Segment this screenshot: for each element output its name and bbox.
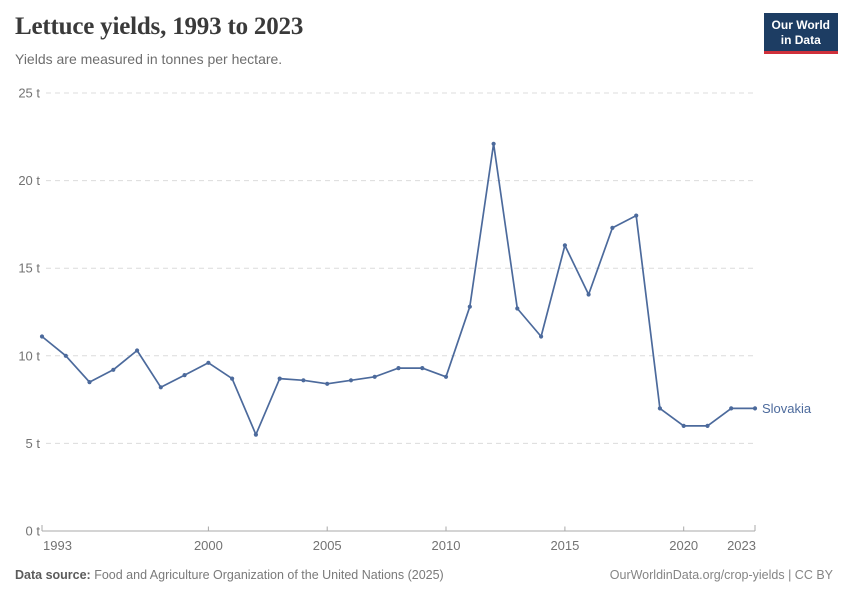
- data-point-marker[interactable]: [491, 141, 496, 146]
- data-point-marker[interactable]: [562, 243, 568, 248]
- y-axis-tick-label: 20 t: [18, 173, 40, 188]
- x-axis-tick-label: 2000: [194, 538, 223, 553]
- page-subtitle: Yields are measured in tonnes per hectar…: [15, 51, 283, 67]
- data-point-marker[interactable]: [135, 348, 140, 353]
- series-slovakia[interactable]: [39, 141, 758, 437]
- x-axis-tick-label: 2020: [669, 538, 698, 553]
- y-axis-tick-label: 10 t: [18, 348, 40, 363]
- series-end-label[interactable]: Slovakia: [762, 401, 812, 416]
- data-point-marker[interactable]: [63, 353, 68, 358]
- x-axis-tick-label: 2010: [432, 538, 461, 553]
- owid-logo-line1: Our World: [771, 18, 830, 32]
- data-point-marker[interactable]: [372, 374, 377, 379]
- data-point-marker[interactable]: [206, 360, 211, 365]
- data-point-marker[interactable]: [752, 406, 758, 411]
- data-point-marker[interactable]: [39, 334, 45, 339]
- data-point-marker[interactable]: [396, 366, 401, 371]
- data-point-marker[interactable]: [182, 373, 187, 378]
- series-line[interactable]: [41, 142, 756, 436]
- data-point-marker[interactable]: [230, 376, 235, 381]
- x-axis-tick-label: 2023: [727, 538, 756, 553]
- data-point-marker[interactable]: [610, 225, 615, 230]
- data-point-marker[interactable]: [657, 406, 663, 411]
- y-axis-tick-label: 5 t: [26, 436, 41, 451]
- datasource-label: Data source:: [15, 568, 91, 582]
- data-point-marker[interactable]: [111, 367, 116, 372]
- y-axis-tick-label: 0 t: [26, 524, 41, 539]
- data-point-marker[interactable]: [729, 406, 734, 411]
- x-axis-tick-label: 1993: [43, 538, 72, 553]
- data-point-marker[interactable]: [539, 334, 544, 339]
- page-title: Lettuce yields, 1993 to 2023: [15, 13, 304, 40]
- data-point-marker[interactable]: [253, 432, 258, 437]
- x-axis-tick-label: 2005: [313, 538, 342, 553]
- data-point-marker[interactable]: [515, 306, 520, 311]
- datasource-text: Food and Agriculture Organization of the…: [90, 568, 444, 582]
- data-point-marker[interactable]: [277, 376, 282, 381]
- data-point-marker[interactable]: [325, 381, 330, 386]
- data-point-marker[interactable]: [705, 423, 710, 428]
- y-axis-tick-label: 15 t: [18, 261, 40, 276]
- data-point-marker[interactable]: [301, 378, 306, 383]
- data-point-marker[interactable]: [158, 385, 163, 390]
- owid-logo[interactable]: Our World in Data: [763, 13, 838, 55]
- datasource-line: Data source: Food and Agriculture Organi…: [15, 568, 444, 582]
- data-point-marker[interactable]: [420, 366, 425, 371]
- data-point-marker[interactable]: [443, 374, 449, 379]
- data-point-marker[interactable]: [586, 292, 591, 297]
- data-point-marker[interactable]: [348, 378, 354, 383]
- data-point-marker[interactable]: [467, 304, 472, 309]
- data-point-marker[interactable]: [634, 213, 639, 218]
- data-point-marker[interactable]: [87, 380, 92, 385]
- data-point-marker[interactable]: [681, 423, 686, 428]
- x-axis-tick-label: 2015: [550, 538, 579, 553]
- owid-logo-line2: in Data: [780, 32, 821, 47]
- y-axis-tick-label: 25 t: [18, 86, 40, 101]
- credit-link[interactable]: OurWorldinData.org/crop-yields | CC BY: [609, 568, 833, 582]
